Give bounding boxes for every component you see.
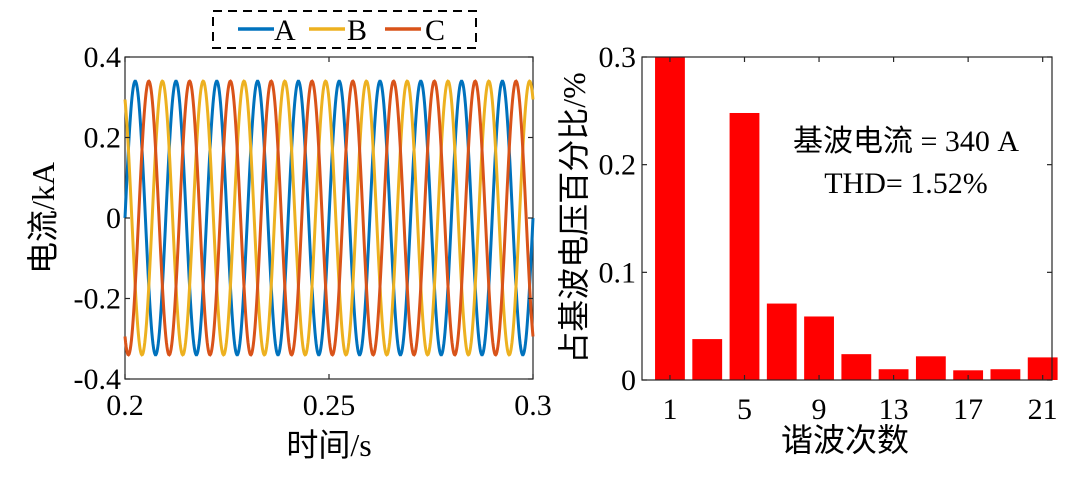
y-tick-label: 0: [106, 202, 121, 235]
series-line-b: [123, 79, 535, 357]
thd-annotation: THD= 1.52%: [824, 167, 988, 200]
x-tick-label: 9: [812, 393, 827, 426]
bar-harmonic-7: [766, 303, 797, 380]
waveform-series-group: [123, 79, 535, 357]
legend-label-a: A: [274, 14, 296, 47]
y-axis-label: 电流/kA: [25, 162, 61, 274]
bar-harmonic-11: [841, 354, 872, 380]
bar-harmonic-3: [692, 339, 723, 380]
bar-group: [655, 57, 1058, 381]
y-tick-label: 0.2: [84, 122, 122, 155]
x-tick-label: 13: [879, 393, 909, 426]
x-tick-label: 21: [1028, 393, 1058, 426]
y-tick-label: 0.1: [599, 256, 637, 289]
axis-ticks-2: 1 5 9 13 17 21 0 0.1 0.2 0.3: [599, 41, 1058, 426]
bar-harmonic-13: [878, 369, 909, 380]
bar-harmonic-15: [915, 356, 946, 380]
y-tick-label: 0: [621, 364, 636, 397]
legend-label-b: B: [347, 14, 367, 47]
bar-harmonic-5: [729, 112, 760, 381]
series-line-c: [123, 79, 535, 357]
y-tick-label: -0.4: [74, 363, 122, 396]
x-tick-label: 17: [953, 393, 983, 426]
legend: A B C: [212, 10, 477, 49]
plot-area-frame-2: [641, 56, 1053, 381]
bar-harmonic-19: [990, 369, 1021, 380]
y-tick-label: 0.3: [599, 41, 637, 74]
x-tick-label: 1: [662, 393, 677, 426]
legend-label-c: C: [425, 14, 445, 47]
fundamental-current-annotation: 基波电流 = 340 A: [793, 125, 1019, 158]
bar-harmonic-9: [804, 316, 834, 380]
y-tick-label: 0.4: [84, 41, 122, 74]
x-tick-label: 0.25: [303, 389, 356, 422]
axis-ticks: 0.2 0.25 0.3 -0.4 -0.2 0 0.2 0.4: [74, 41, 552, 422]
x-tick-label: 0.3: [514, 389, 552, 422]
x-tick-label: 0.2: [106, 389, 144, 422]
y-axis-label-2: 占基波电压百分比/%: [556, 72, 592, 364]
y-tick-label: -0.2: [74, 283, 122, 316]
current-waveform-panel: 0.2 0.25 0.3 -0.4 -0.2 0 0.2 0.4 时间/s 电流/kA A B…: [25, 10, 552, 463]
bar-harmonic-21: [1027, 357, 1058, 380]
x-axis-label-2: 谐波次数: [781, 422, 909, 458]
x-tick-label: 5: [737, 393, 752, 426]
x-axis-label: 时间/s: [286, 427, 371, 463]
bar-harmonic-1: [655, 57, 685, 380]
harmonic-spectrum-panel: 1 5 9 13 17 21 0 0.1 0.2 0.3 谐波次数 占基波电压百分比/% 基波电流…: [556, 41, 1058, 458]
y-tick-label: 0.2: [599, 149, 637, 182]
series-line-a: [123, 79, 535, 357]
